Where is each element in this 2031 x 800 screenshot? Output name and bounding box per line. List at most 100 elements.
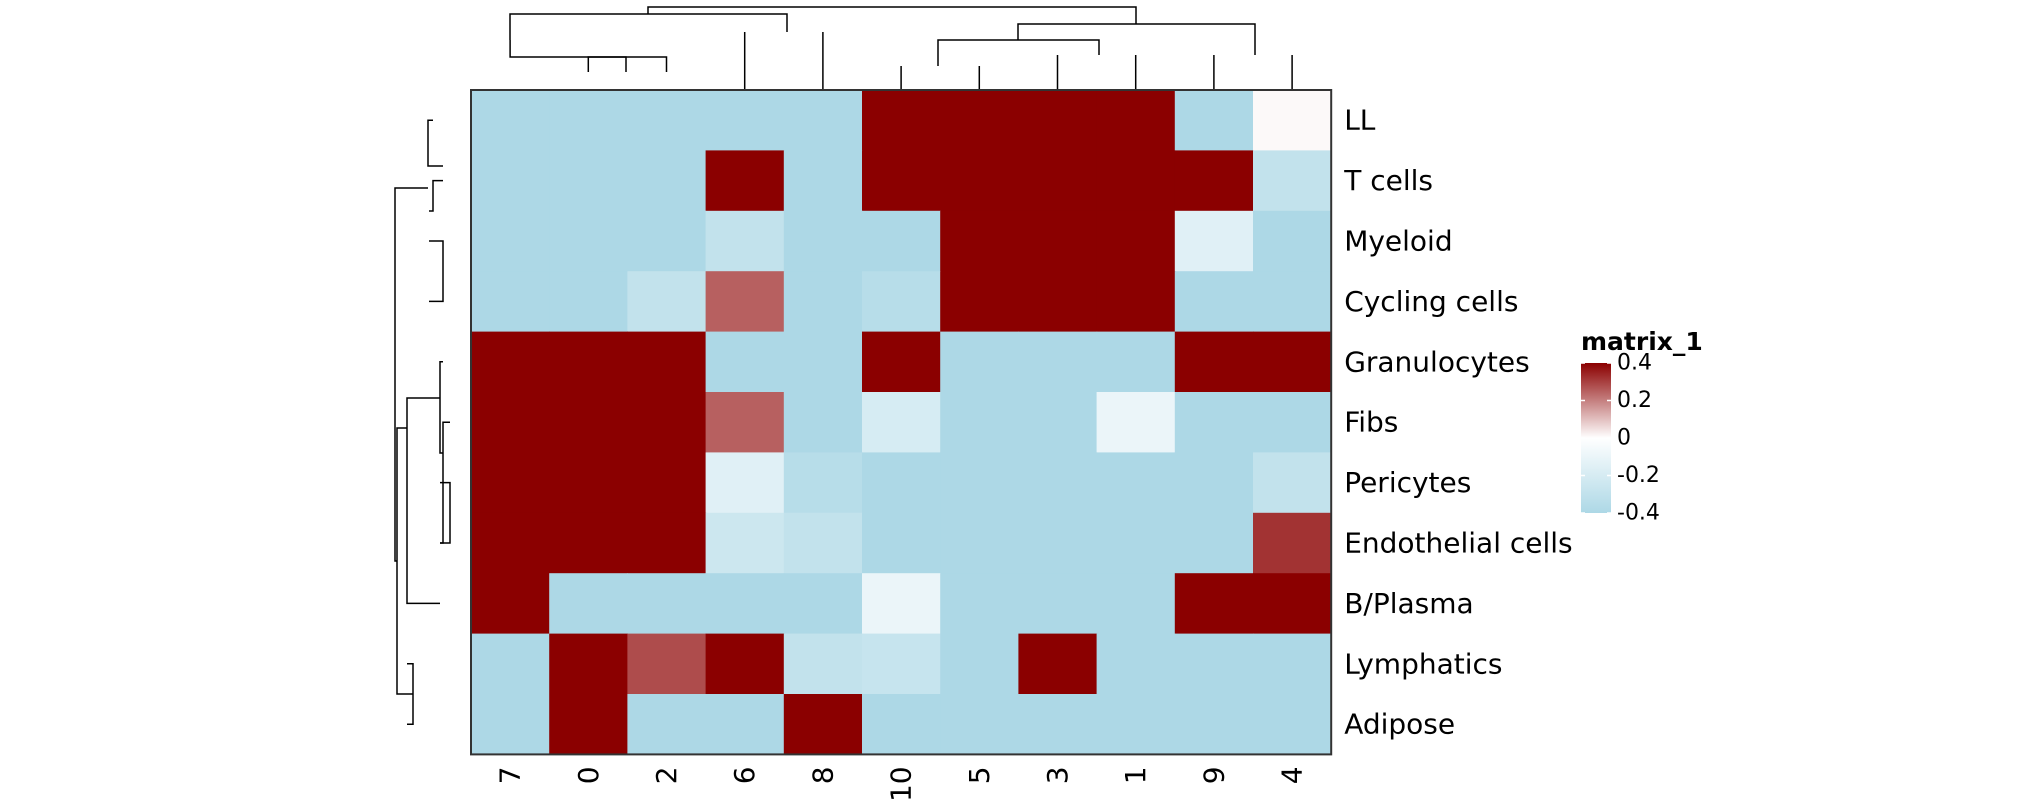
dendrogram-branch bbox=[406, 397, 440, 605]
heatmap-cell bbox=[705, 392, 785, 453]
heatmap-cell bbox=[471, 90, 550, 151]
column-label: 10 bbox=[885, 766, 918, 800]
heatmap-cell bbox=[549, 331, 628, 393]
heatmap-cell bbox=[1018, 633, 1098, 695]
heatmap-cell bbox=[1096, 271, 1176, 333]
heatmap-cell bbox=[783, 271, 863, 333]
heatmap-cell bbox=[549, 452, 628, 514]
heatmap-cell bbox=[1174, 633, 1254, 695]
heatmap-cell bbox=[471, 512, 550, 574]
heatmap-cells bbox=[471, 90, 1332, 755]
heatmap-cell bbox=[1174, 392, 1254, 453]
heatmap-cell bbox=[1096, 694, 1176, 755]
dendrogram-branch bbox=[509, 40, 627, 72]
heatmap-cell bbox=[705, 90, 785, 151]
heatmap-cell bbox=[549, 573, 628, 635]
heatmap-cell bbox=[783, 694, 863, 755]
heatmap-cell bbox=[1174, 452, 1254, 514]
heatmap-cell bbox=[1096, 452, 1176, 514]
heatmap-cell bbox=[1253, 633, 1332, 695]
heatmap-cell bbox=[1018, 271, 1098, 333]
dendrogram-branch bbox=[647, 6, 1137, 24]
heatmap-cell bbox=[1253, 271, 1332, 333]
heatmap-cell bbox=[862, 331, 941, 393]
heatmap-cell bbox=[1253, 452, 1332, 514]
column-label: 0 bbox=[572, 766, 605, 784]
heatmap-cell bbox=[783, 512, 863, 574]
row-label: Fibs bbox=[1344, 406, 1398, 439]
heatmap-border bbox=[470, 89, 1333, 756]
dendrogram-branch bbox=[1056, 55, 1137, 91]
heatmap-cell bbox=[783, 90, 863, 151]
heatmap-cell bbox=[1096, 512, 1176, 574]
heatmap-cell bbox=[1174, 331, 1254, 393]
heatmap-cell bbox=[1253, 90, 1332, 151]
heatmap-cell bbox=[862, 150, 941, 212]
heatmap-cell bbox=[549, 512, 628, 574]
heatmap-cell bbox=[1018, 210, 1098, 272]
row-label: Pericytes bbox=[1344, 466, 1471, 499]
heatmap-cell bbox=[705, 210, 785, 272]
heatmap-cell bbox=[783, 633, 863, 695]
dendrogram-branch bbox=[440, 481, 451, 544]
heatmap-cell bbox=[705, 573, 785, 635]
heatmap-cell bbox=[783, 392, 863, 453]
heatmap-cell bbox=[1174, 90, 1254, 151]
heatmap-cell bbox=[862, 210, 941, 272]
heatmap-cell bbox=[1018, 90, 1098, 151]
heatmap-cell bbox=[705, 512, 785, 574]
heatmap-cell bbox=[783, 452, 863, 514]
dendrogram-branch bbox=[900, 66, 981, 91]
row-label: LL bbox=[1344, 104, 1376, 137]
heatmap-cell bbox=[1253, 512, 1332, 574]
row-labels: LL T cells Myeloid Cycling cells Granulocyte… bbox=[1343, 104, 1572, 741]
heatmap-cell bbox=[940, 633, 1019, 695]
heatmap-cell bbox=[1174, 150, 1254, 212]
dendrogram-branch bbox=[440, 421, 450, 544]
dendrogram-branch bbox=[587, 56, 668, 72]
heatmap-cell bbox=[1253, 210, 1332, 272]
heatmap-cell bbox=[705, 452, 785, 514]
heatmap-cell bbox=[471, 694, 550, 755]
heatmap-cell bbox=[1018, 512, 1098, 574]
heatmap-cell bbox=[862, 633, 941, 695]
heatmap-cell bbox=[1174, 694, 1254, 755]
column-label: 3 bbox=[1041, 766, 1074, 784]
heatmap-cell bbox=[471, 150, 550, 212]
heatmap-cell bbox=[627, 271, 707, 333]
heatmap-cell bbox=[862, 512, 941, 574]
heatmap-cell bbox=[471, 392, 550, 453]
heatmap-cell bbox=[940, 452, 1019, 514]
heatmap-cell bbox=[627, 150, 707, 212]
heatmap-cell bbox=[1253, 331, 1332, 393]
heatmap-cell bbox=[627, 573, 707, 635]
heatmap-cell bbox=[705, 633, 785, 695]
heatmap-cell bbox=[1018, 331, 1098, 393]
heatmap-cell bbox=[940, 150, 1019, 212]
row-label: Granulocytes bbox=[1344, 345, 1530, 378]
heatmap-cell bbox=[940, 694, 1019, 755]
heatmap-cell bbox=[1018, 573, 1098, 635]
heatmap-cell bbox=[862, 271, 941, 333]
heatmap-cell bbox=[940, 392, 1019, 453]
column-label: 9 bbox=[1197, 766, 1230, 784]
heatmap-cell bbox=[1253, 150, 1332, 212]
heatmap-cell bbox=[940, 210, 1019, 272]
heatmap-cell bbox=[1018, 694, 1098, 755]
heatmap-cell bbox=[862, 392, 941, 453]
heatmap-cell bbox=[549, 392, 628, 453]
dendrogram-branch bbox=[429, 179, 443, 212]
heatmap-cell bbox=[940, 573, 1019, 635]
row-label: T cells bbox=[1343, 164, 1433, 197]
heatmap-cell bbox=[627, 512, 707, 574]
column-label: 4 bbox=[1276, 766, 1309, 784]
heatmap-cell bbox=[705, 271, 785, 333]
heatmap-cell bbox=[783, 573, 863, 635]
dendrogram-branch bbox=[743, 32, 824, 91]
row-label: B/Plasma bbox=[1344, 587, 1474, 620]
dendrogram-branch bbox=[1213, 55, 1293, 91]
heatmap-cell bbox=[471, 210, 550, 272]
dendrogram-branch bbox=[396, 427, 413, 695]
heatmap-cell bbox=[1096, 150, 1176, 212]
